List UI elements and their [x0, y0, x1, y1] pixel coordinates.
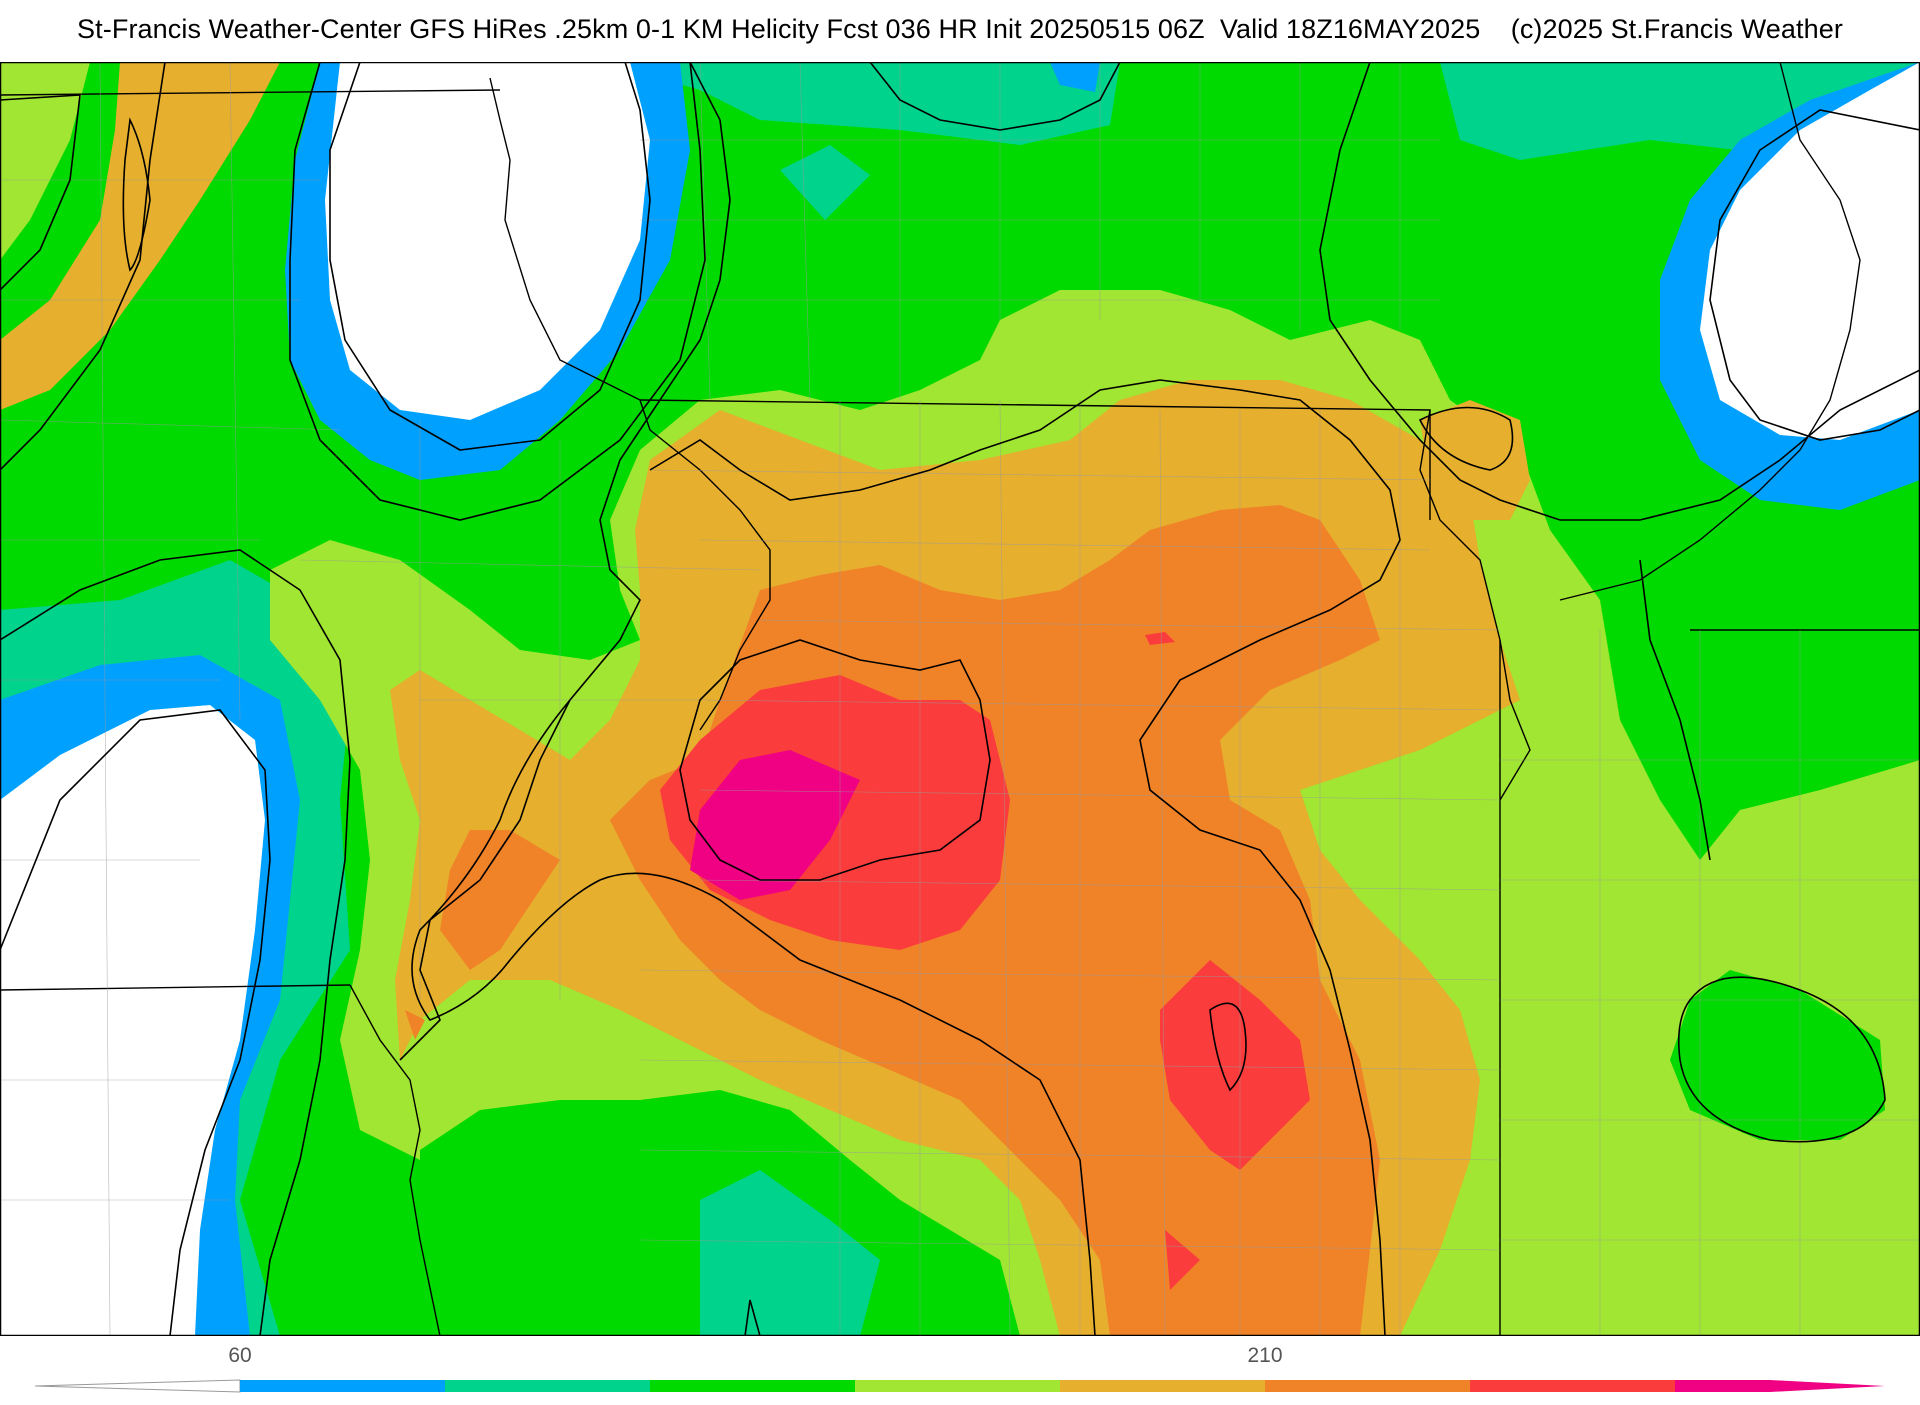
map-title: St-Francis Weather-Center GFS HiRes .25k… — [77, 14, 1843, 44]
white-region-ne — [1700, 62, 1920, 440]
white-region-nw — [325, 62, 650, 420]
teal-patch-south — [700, 1170, 880, 1336]
orange-patch-far-west — [405, 1010, 425, 1040]
orange-patch-west — [440, 830, 560, 970]
color-legend-bar — [0, 1340, 1920, 1400]
legend-swatch-orange — [1265, 1380, 1470, 1392]
magenta-region-center — [690, 750, 860, 900]
gold-patch-east — [1420, 400, 1530, 520]
county-borders — [0, 62, 1920, 1336]
legend-swatch-magenta — [1675, 1380, 1770, 1392]
red-patch-south — [1165, 1230, 1200, 1290]
gold-region-northwest — [0, 62, 280, 410]
legend-swatch-blue — [240, 1380, 445, 1392]
red-region-southeast — [1160, 960, 1310, 1170]
green-region-east — [1600, 540, 1920, 860]
legend-swatch-lime — [855, 1380, 1060, 1392]
teal-patch-small — [780, 145, 870, 220]
legend-arrow-magenta — [1770, 1380, 1885, 1392]
legend-swatch-red — [1470, 1380, 1675, 1392]
teal-region-north — [600, 62, 1120, 145]
green-patch-southeast — [1670, 970, 1885, 1140]
legend-swatch-gold — [1060, 1380, 1265, 1392]
state-borders — [0, 62, 1920, 1336]
legend-swatch-white — [34, 1379, 241, 1393]
legend-tick-label: 60 — [228, 1344, 252, 1367]
red-patch-tiny — [1145, 632, 1175, 645]
blue-region-north — [1050, 62, 1100, 92]
contour-lines — [0, 62, 1920, 1336]
lime-region-northwest — [0, 62, 90, 260]
legend-tick-label: 210 — [1247, 1344, 1283, 1367]
helicity-map — [0, 62, 1920, 1336]
legend-swatch-green — [650, 1380, 855, 1392]
legend-swatch-teal — [445, 1380, 650, 1392]
